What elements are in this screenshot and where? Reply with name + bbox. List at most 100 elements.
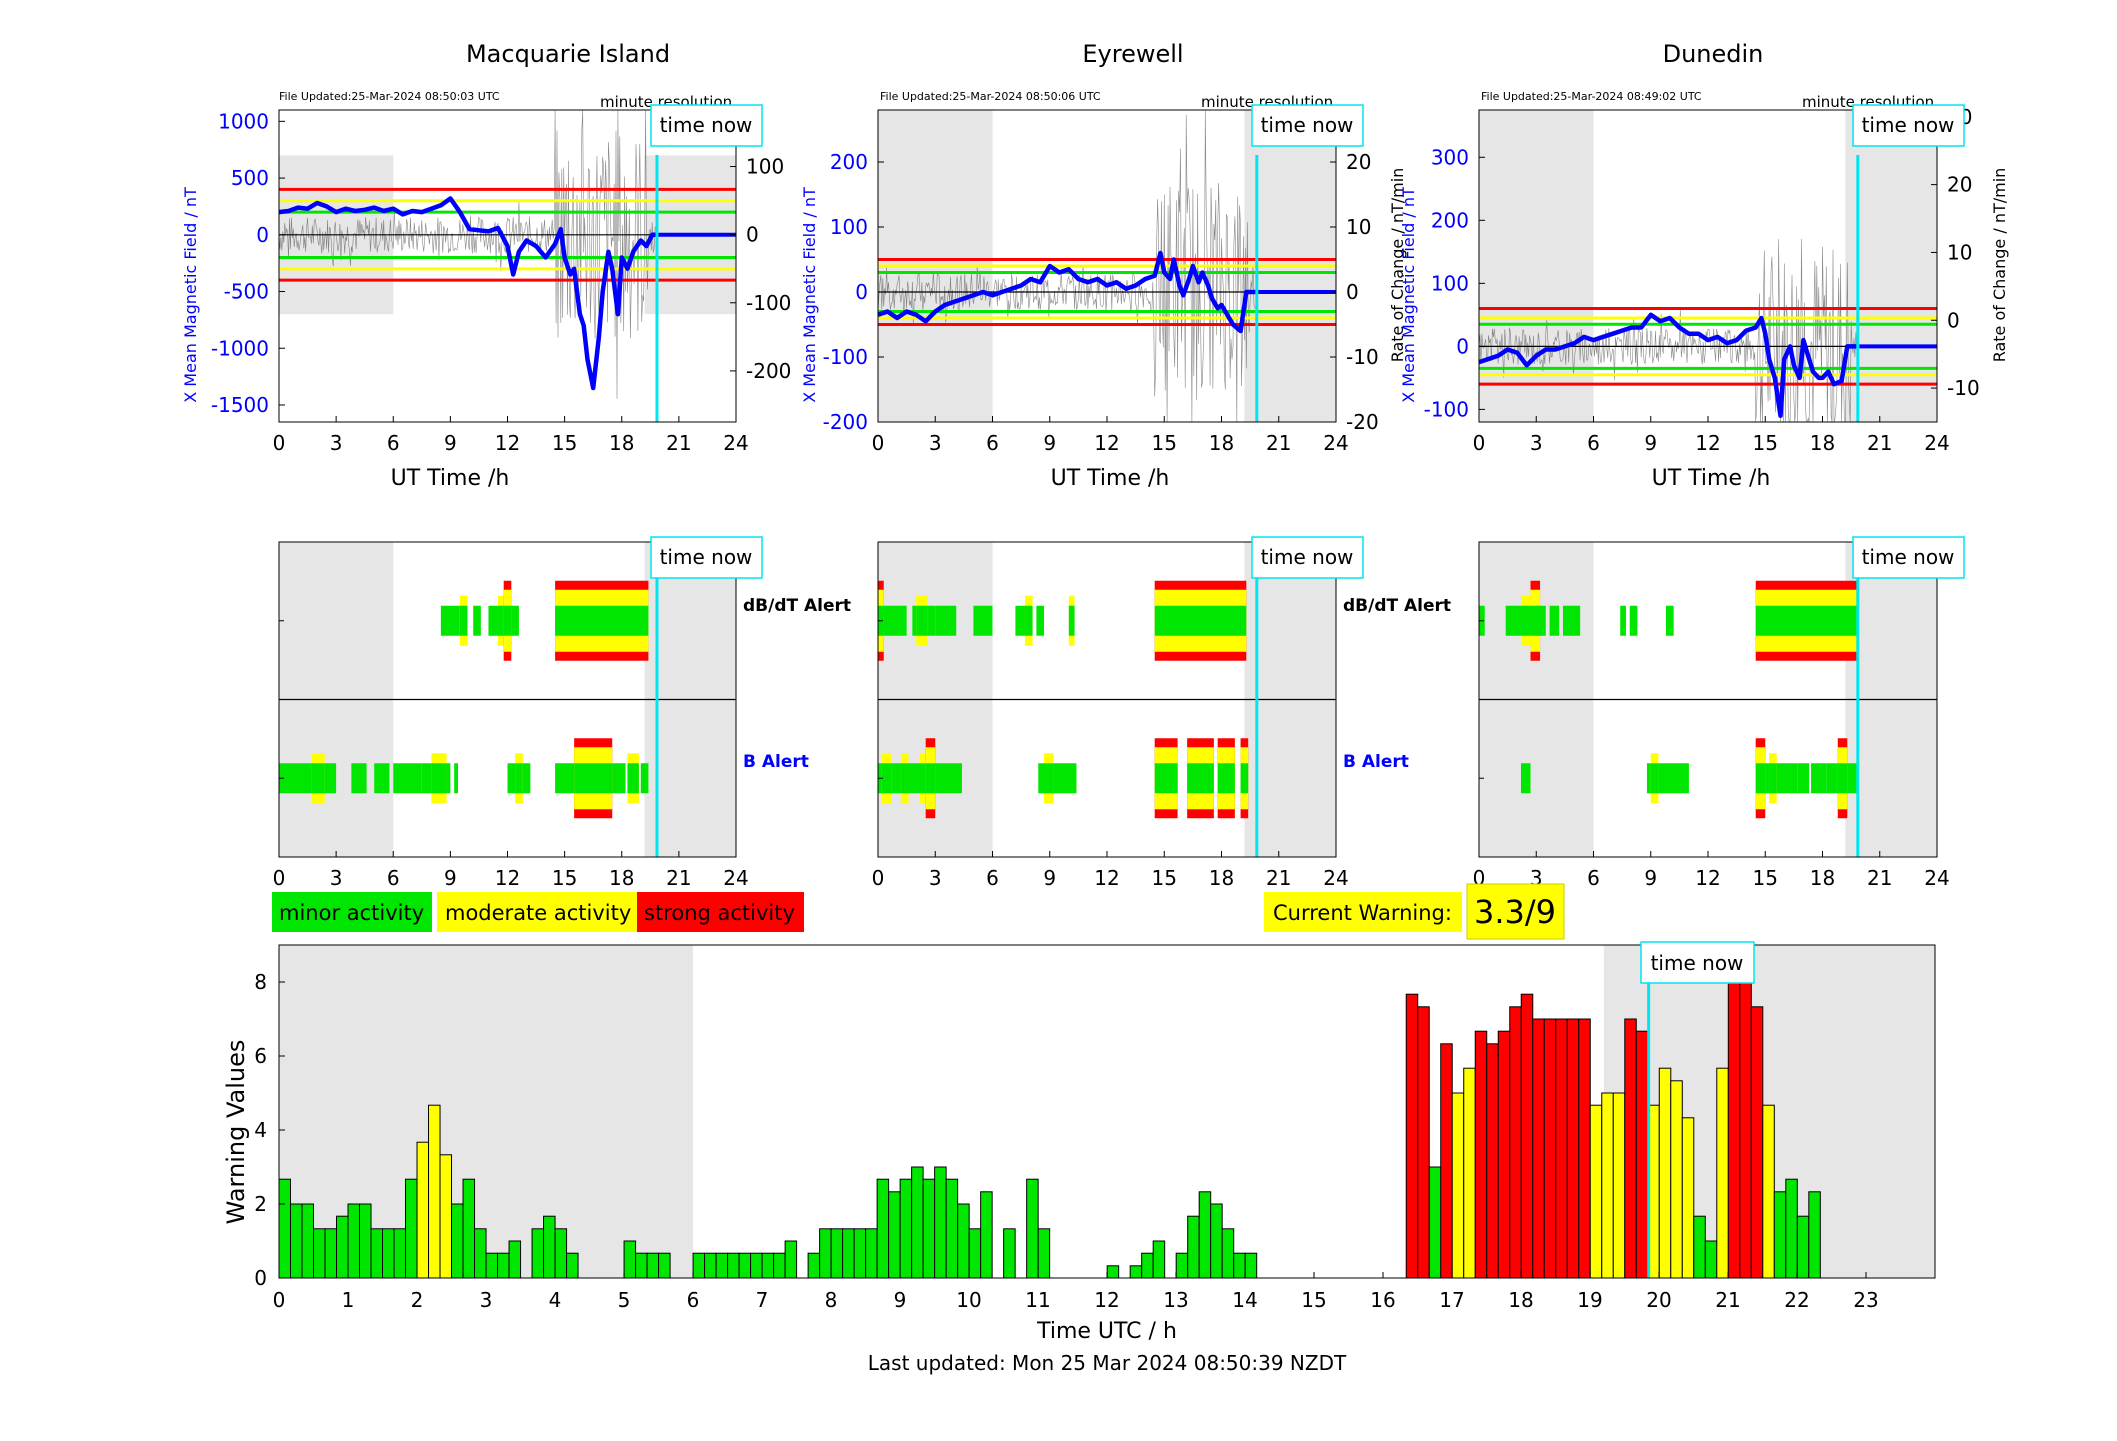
- warning-bar: [474, 1228, 487, 1279]
- x-tick-label: 21: [666, 866, 691, 890]
- mean-field-line: [877, 250, 1257, 334]
- y2-tick-label: -10: [1947, 376, 1980, 400]
- y-tick-label: 4: [254, 1118, 267, 1142]
- x-tick-label: 20: [1646, 1288, 1671, 1312]
- y-tick-label: 1000: [218, 109, 269, 133]
- y-tick-label: 2: [254, 1192, 267, 1216]
- x-tick-label: 22: [1784, 1288, 1809, 1312]
- b-field-minor-bar: [1811, 763, 1827, 794]
- station-title: Eyrewell: [1082, 40, 1183, 68]
- b-field-minor-bar: [431, 763, 447, 794]
- dbdt-minor-bar: [1755, 605, 1857, 636]
- x-tick-label: 21: [666, 431, 691, 455]
- b-alert-label: B Alert: [743, 752, 809, 772]
- y-tick-label: 300: [1431, 145, 1469, 169]
- station-title: Macquarie Island: [466, 40, 670, 68]
- x-tick-label: 3: [929, 866, 942, 890]
- warning-bar: [1716, 1067, 1729, 1279]
- file-updated: File Updated:25-Mar-2024 08:49:02 UTC: [1481, 90, 1702, 103]
- b-field-minor-bar: [279, 763, 337, 794]
- warning-bar: [750, 1252, 763, 1279]
- time-now-label: time now: [660, 545, 753, 569]
- warning-bar: [1405, 993, 1419, 1279]
- x-tick-label: 6: [986, 431, 999, 455]
- y-tick-label: -1500: [211, 393, 269, 417]
- x-tick-label: 19: [1577, 1288, 1602, 1312]
- x-axis-label: UT Time /h: [1652, 466, 1771, 491]
- file-updated: File Updated:25-Mar-2024 08:50:06 UTC: [880, 90, 1101, 103]
- x-tick-label: 16: [1370, 1288, 1395, 1312]
- x-tick-label: 15: [552, 431, 577, 455]
- warning-bar: [313, 1228, 326, 1279]
- x-tick-label: 6: [387, 866, 400, 890]
- b-field-minor-bar: [1044, 763, 1054, 794]
- warning-bar: [1520, 993, 1534, 1279]
- warning-bar: [1555, 1018, 1568, 1279]
- warning-bar: [1497, 1030, 1511, 1279]
- dbdt-alert-label: dB/dT Alert: [1343, 596, 1451, 616]
- b-field-minor-bar: [1520, 763, 1531, 794]
- y2-tick-label: -20: [1346, 410, 1379, 434]
- warning-bar: [1532, 1018, 1545, 1279]
- warning-bar: [370, 1228, 384, 1279]
- x-tick-label: 24: [1323, 431, 1348, 455]
- x-tick-label: 4: [549, 1288, 562, 1312]
- y-tick-label: 6: [254, 1044, 267, 1068]
- x-tick-label: 12: [1094, 866, 1119, 890]
- warning-bar: [439, 1154, 453, 1279]
- time-now-box: [1251, 536, 1364, 579]
- b-field-minor-bar: [925, 763, 936, 794]
- rate-of-change-trace: [1478, 238, 1858, 423]
- x-tick-label: 18: [1209, 866, 1234, 890]
- x-tick-label: 0: [872, 866, 885, 890]
- y-tick-label: 100: [830, 215, 868, 239]
- warning-bar: [531, 1228, 545, 1279]
- x-tick-label: 11: [1025, 1288, 1050, 1312]
- warning-bar: [566, 1252, 579, 1279]
- last-updated: Last updated: Mon 25 Mar 2024 08:50:39 N…: [868, 1351, 1347, 1375]
- b-field-minor-bar: [311, 763, 325, 794]
- legend-minor-label: minor activity: [279, 901, 424, 925]
- warning-bar: [301, 1203, 315, 1279]
- x-tick-label: 2: [411, 1288, 424, 1312]
- dbdt-minor-bar: [916, 605, 928, 636]
- warning-bar: [692, 1252, 706, 1279]
- warning-bar: [347, 1203, 361, 1279]
- warning-bar: [715, 1252, 729, 1279]
- x-tick-label: 1: [342, 1288, 355, 1312]
- x-tick-label: 18: [1209, 431, 1234, 455]
- y2-axis-label: Rate of Change / nT/min: [1990, 168, 2009, 363]
- x-tick-label: 15: [1753, 866, 1778, 890]
- warning-bar: [1727, 981, 1741, 1279]
- x-tick-label: 18: [609, 866, 634, 890]
- y-tick-label: 0: [855, 280, 868, 304]
- warning-bar: [1244, 1252, 1258, 1279]
- dbdt-minor-bar: [1036, 605, 1045, 636]
- time-now-box: [1852, 104, 1965, 147]
- warning-bar: [336, 1215, 349, 1279]
- warning-bar: [416, 1141, 430, 1279]
- warning-bar: [278, 1178, 292, 1279]
- dbdt-minor-bar: [473, 605, 481, 636]
- warning-bar: [1037, 1228, 1051, 1279]
- warning-bar: [1187, 1215, 1200, 1279]
- x-tick-label: 6: [986, 866, 999, 890]
- x-tick-label: 0: [273, 866, 286, 890]
- rate-of-change-trace: [877, 109, 1257, 423]
- x-tick-label: 5: [618, 1288, 631, 1312]
- b-field-minor-bar: [900, 763, 909, 794]
- b-field-minor-bar: [881, 763, 892, 794]
- x-tick-label: 12: [1695, 431, 1720, 455]
- time-now-box: [1640, 941, 1755, 984]
- x-tick-label: 3: [480, 1288, 493, 1312]
- warning-bar: [980, 1191, 993, 1279]
- warning-bar: [761, 1252, 775, 1279]
- alert-bars: 0 3 6 9 12 15 18 21 24: [273, 541, 749, 890]
- legend-moderate-swatch: [437, 892, 637, 932]
- dbdt-minor-bar: [1629, 605, 1638, 636]
- b-field-minor-bar: [640, 763, 649, 794]
- x-tick-label: 21: [1266, 431, 1291, 455]
- y-tick-label: 8: [254, 970, 267, 994]
- warning-bar: [1693, 1215, 1706, 1279]
